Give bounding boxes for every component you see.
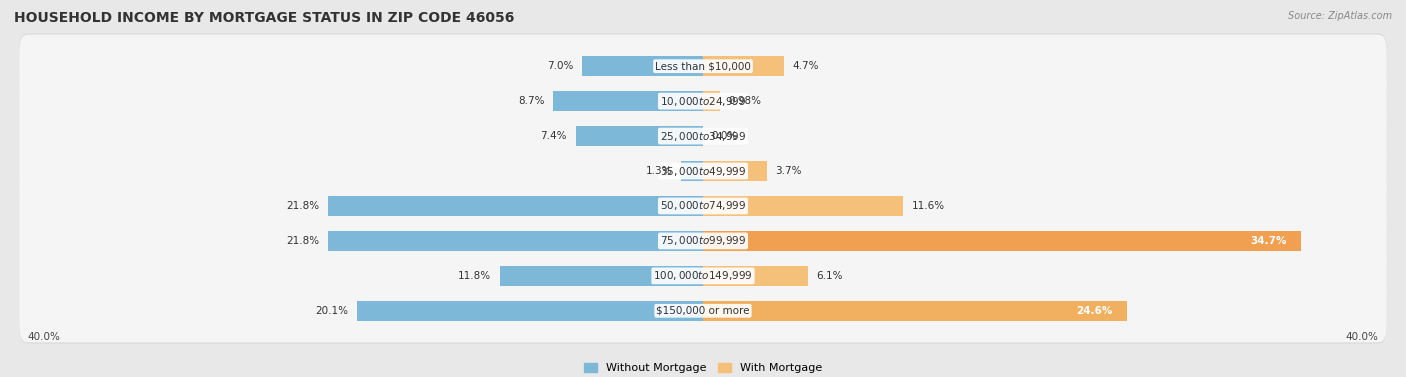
Bar — [703, 301, 1126, 321]
Text: 3.7%: 3.7% — [775, 166, 801, 176]
Bar — [703, 161, 766, 181]
FancyBboxPatch shape — [20, 244, 1386, 308]
Bar — [575, 126, 703, 146]
Bar — [499, 266, 703, 286]
Text: Source: ZipAtlas.com: Source: ZipAtlas.com — [1288, 11, 1392, 21]
Legend: Without Mortgage, With Mortgage: Without Mortgage, With Mortgage — [579, 359, 827, 377]
FancyBboxPatch shape — [20, 138, 1386, 204]
Bar — [357, 301, 703, 321]
Bar — [703, 56, 785, 76]
Text: 1.3%: 1.3% — [645, 166, 672, 176]
Text: 40.0%: 40.0% — [1346, 333, 1378, 342]
Text: HOUSEHOLD INCOME BY MORTGAGE STATUS IN ZIP CODE 46056: HOUSEHOLD INCOME BY MORTGAGE STATUS IN Z… — [14, 11, 515, 25]
Text: $75,000 to $99,999: $75,000 to $99,999 — [659, 234, 747, 247]
FancyBboxPatch shape — [20, 173, 1386, 239]
Text: 0.98%: 0.98% — [728, 96, 762, 106]
FancyBboxPatch shape — [20, 34, 1386, 99]
Text: $150,000 or more: $150,000 or more — [657, 306, 749, 316]
FancyBboxPatch shape — [20, 208, 1386, 273]
Text: 7.0%: 7.0% — [547, 61, 574, 71]
Text: 0.0%: 0.0% — [711, 131, 738, 141]
Bar — [328, 196, 703, 216]
FancyBboxPatch shape — [20, 244, 1386, 308]
Text: 21.8%: 21.8% — [285, 201, 319, 211]
Bar — [328, 231, 703, 251]
Bar — [703, 91, 720, 111]
Text: 7.4%: 7.4% — [540, 131, 567, 141]
FancyBboxPatch shape — [20, 69, 1386, 133]
Text: 4.7%: 4.7% — [793, 61, 820, 71]
FancyBboxPatch shape — [20, 174, 1386, 238]
FancyBboxPatch shape — [20, 69, 1386, 133]
Text: $50,000 to $74,999: $50,000 to $74,999 — [659, 199, 747, 213]
Text: Less than $10,000: Less than $10,000 — [655, 61, 751, 71]
Bar — [553, 91, 703, 111]
FancyBboxPatch shape — [20, 139, 1386, 203]
Text: 34.7%: 34.7% — [1250, 236, 1286, 246]
Text: $100,000 to $149,999: $100,000 to $149,999 — [654, 269, 752, 282]
Bar — [703, 266, 808, 286]
Text: $35,000 to $49,999: $35,000 to $49,999 — [659, 164, 747, 178]
Bar — [703, 196, 903, 216]
FancyBboxPatch shape — [20, 279, 1386, 343]
Text: 8.7%: 8.7% — [517, 96, 544, 106]
FancyBboxPatch shape — [20, 278, 1386, 343]
Text: 21.8%: 21.8% — [285, 236, 319, 246]
Text: 20.1%: 20.1% — [315, 306, 349, 316]
FancyBboxPatch shape — [20, 104, 1386, 168]
Text: 11.8%: 11.8% — [458, 271, 491, 281]
Text: 11.6%: 11.6% — [911, 201, 945, 211]
FancyBboxPatch shape — [20, 104, 1386, 169]
Text: 6.1%: 6.1% — [817, 271, 844, 281]
Bar — [681, 161, 703, 181]
FancyBboxPatch shape — [20, 209, 1386, 273]
Text: 40.0%: 40.0% — [28, 333, 60, 342]
Bar — [703, 231, 1301, 251]
FancyBboxPatch shape — [20, 34, 1386, 98]
Text: $10,000 to $24,999: $10,000 to $24,999 — [659, 95, 747, 108]
Text: 24.6%: 24.6% — [1077, 306, 1114, 316]
Text: $25,000 to $34,999: $25,000 to $34,999 — [659, 130, 747, 143]
Bar — [582, 56, 703, 76]
